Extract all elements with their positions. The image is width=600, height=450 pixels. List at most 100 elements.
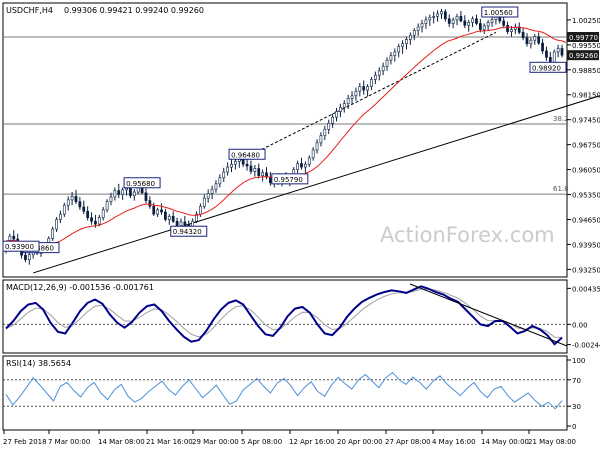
candle-body (467, 22, 471, 26)
candle-body (424, 19, 428, 24)
price-tick-label: 0.99550 (572, 42, 600, 50)
candle-body (370, 79, 373, 87)
candle-body (24, 254, 27, 261)
candle-body (428, 17, 432, 21)
candle-body (525, 37, 529, 45)
price-tick-label: 0.94650 (572, 216, 600, 224)
price-label-text: 1.00560 (484, 9, 513, 17)
candle-body (179, 221, 183, 226)
price-label-box (2, 240, 40, 252)
candle-body (167, 215, 171, 220)
candle-body (304, 163, 307, 168)
candle-body (132, 191, 136, 196)
candle-body (327, 122, 331, 130)
macd-tick-label: 0.004351 (572, 285, 600, 293)
candle-body (381, 65, 385, 72)
candle-body (234, 161, 237, 165)
candle-body (331, 116, 334, 124)
candle-body (148, 200, 152, 207)
price-tick-label: 0.93250 (572, 266, 600, 274)
rsi-line (5, 371, 563, 410)
time-tick-label: 5 Apr 08:00 (241, 438, 282, 446)
candle-body (12, 235, 16, 240)
candle-body (362, 86, 366, 91)
candle-body (560, 48, 564, 56)
candle-body (475, 18, 478, 24)
candle-body (144, 192, 148, 201)
candle-body (346, 98, 350, 104)
fib-level-label: 38.2 (553, 115, 569, 123)
rsi-tick-label: 70 (572, 377, 581, 385)
candle-body (397, 46, 401, 53)
candle-body (401, 43, 404, 47)
symbol-timeframe: USDCHF,H4 (6, 6, 53, 15)
candle-body (269, 176, 272, 184)
candle-body (537, 36, 541, 44)
rsi-tick-label: 0 (572, 423, 576, 431)
candle-body (113, 190, 117, 198)
candle-body (27, 254, 31, 261)
candle-body (389, 55, 393, 61)
price-tick-label: 0.96750 (572, 142, 600, 150)
candle-body (315, 142, 319, 151)
macd-tick-label: -0.002448 (572, 342, 600, 350)
price-tag-text: 0.99770 (569, 34, 598, 42)
candle-body (366, 86, 369, 91)
candle-body (66, 199, 70, 206)
candle-body (171, 215, 175, 222)
time-tick-label: 27 Feb 2018 (3, 438, 47, 446)
macd-trendline (409, 283, 568, 347)
price-tag-box (567, 32, 599, 43)
candle-body (74, 196, 78, 202)
candle-body (199, 205, 202, 215)
candle-body (94, 220, 97, 225)
candle-body (261, 172, 264, 176)
candle-body (86, 210, 90, 218)
price-tick-label: 0.96050 (572, 167, 600, 175)
price-label-text: 0.96480 (231, 151, 260, 159)
rsi-axis: 100 70 30 0 (3, 357, 585, 431)
rsi-tick-label: 100 (572, 357, 585, 365)
price-label-text: 0.93900 (5, 243, 34, 251)
rsi-panel: RSI(14) 38.5654 100 70 30 0 (2, 355, 585, 431)
candle-body (354, 90, 358, 97)
candle-body (62, 204, 66, 215)
price-tick-label: 0.98850 (572, 67, 600, 75)
candle-body (556, 48, 560, 53)
candle-body (152, 205, 156, 215)
price-tag-text: 0.99260 (569, 52, 598, 60)
candle-body (541, 42, 544, 52)
candle-body (412, 30, 416, 36)
candle-body (160, 209, 163, 213)
price-label-box (529, 61, 567, 73)
candle-body (545, 50, 548, 58)
candle-body (451, 19, 455, 24)
candle-body (529, 39, 533, 45)
candle-body (459, 16, 463, 22)
fib-level-label: 61.8 (553, 185, 569, 193)
price-tick-label: 0.98150 (572, 92, 600, 100)
candle-body (214, 183, 218, 190)
macd-signal-line (5, 288, 563, 338)
channel-trendline-dashed (239, 31, 497, 162)
rsi-label: RSI(14) 38.5654 (6, 359, 71, 368)
macd-line (5, 285, 563, 346)
candle-body (78, 201, 82, 208)
candle-body (59, 213, 62, 220)
candle-body (202, 197, 206, 207)
candle-body (455, 16, 459, 21)
price-label-box (271, 173, 309, 185)
time-axis: 27 Feb 2018 7 Mar 00:00 14 Mar 08:00 21 Mar… (3, 429, 576, 446)
candle-body (506, 24, 509, 32)
price-label-box (170, 225, 208, 237)
candle-body (463, 20, 467, 26)
time-tick-label: 29 Mar 00:00 (192, 438, 239, 446)
candle-body (533, 36, 537, 41)
candle-body (257, 168, 261, 176)
macd-panel-frame (2, 279, 568, 354)
candle-body (521, 32, 525, 39)
candle-body (105, 201, 109, 211)
time-tick-label: 14 Mar 08:00 (98, 438, 145, 446)
rsi-tick-label: 30 (572, 403, 581, 411)
